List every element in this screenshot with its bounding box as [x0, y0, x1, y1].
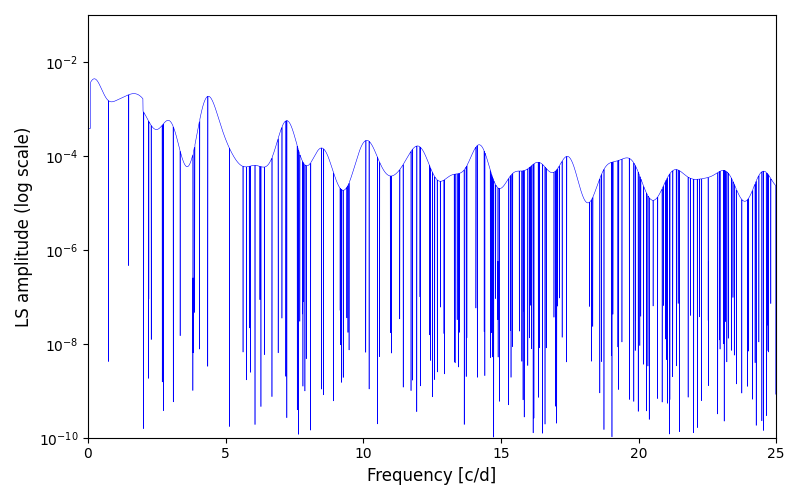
X-axis label: Frequency [c/d]: Frequency [c/d] [367, 467, 497, 485]
Y-axis label: LS amplitude (log scale): LS amplitude (log scale) [15, 126, 33, 326]
